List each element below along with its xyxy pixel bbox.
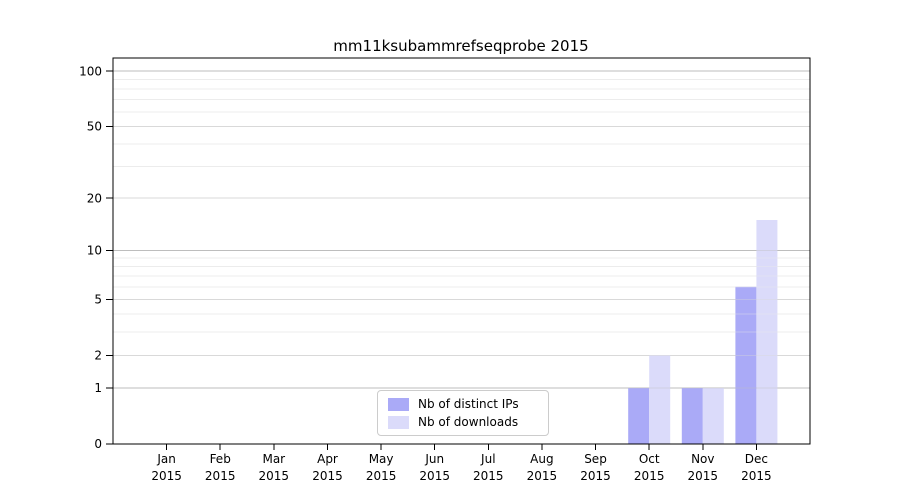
x-tick-label-month-7: Aug [530, 452, 553, 466]
x-tick-label-month-8: Sep [584, 452, 607, 466]
bar-distinct-ips-nov [681, 388, 703, 444]
x-tick-label-month-11: Dec [745, 452, 768, 466]
x-tick-label-month-1: Feb [210, 452, 231, 466]
x-tick-label-year-5: 2015 [419, 469, 450, 483]
x-tick-label-month-0: Jan [156, 452, 176, 466]
x-tick-label-month-3: Apr [317, 452, 338, 466]
bars [628, 220, 778, 444]
y-tick-label-5: 5 [94, 293, 102, 307]
y-tick-label-2: 2 [94, 349, 102, 363]
gridlines-under [113, 70, 810, 389]
x-tick-label-year-2: 2015 [259, 469, 290, 483]
legend-swatch-downloads [388, 416, 409, 429]
y-tick-label-10: 10 [87, 244, 102, 258]
bar-downloads-oct [649, 355, 671, 444]
y-tick-label-20: 20 [87, 191, 102, 205]
x-tick-label-month-4: May [369, 452, 394, 466]
legend-item-downloads: Nb of downloads [388, 414, 538, 431]
x-tick-label-month-5: Jun [424, 452, 444, 466]
x-tick-label-year-9: 2015 [634, 469, 665, 483]
legend-swatch-distinct-ips [388, 398, 409, 411]
x-tick-label-year-7: 2015 [527, 469, 558, 483]
bar-downloads-dec [756, 220, 778, 444]
legend: Nb of distinct IPs Nb of downloads [377, 390, 549, 436]
x-tick-label-year-4: 2015 [366, 469, 397, 483]
x-tick-label-year-8: 2015 [580, 469, 611, 483]
axes: 0 1 2 5 10 20 50 100 Jan 2015 Feb 2015 Mar 2015 Apr 201… [79, 57, 811, 483]
y-tick-label-100: 100 [79, 64, 102, 78]
bar-distinct-ips-oct [628, 388, 650, 444]
x-tick-label-month-10: Nov [691, 452, 714, 466]
gridlines-over [113, 70, 810, 389]
legend-label-downloads: Nb of downloads [418, 415, 519, 429]
x-tick-label-month-2: Mar [262, 452, 285, 466]
x-tick-label-month-6: Jul [480, 452, 495, 466]
x-tick-label-year-11: 2015 [741, 469, 772, 483]
x-tick-label-year-1: 2015 [205, 469, 236, 483]
bar-distinct-ips-dec [735, 286, 757, 444]
legend-label-distinct-ips: Nb of distinct IPs [418, 397, 519, 411]
chart-title: mm11ksubammrefseqprobe 2015 [333, 37, 588, 55]
y-tick-label-1: 1 [94, 381, 102, 395]
x-tick-label-year-0: 2015 [151, 469, 182, 483]
bar-downloads-nov [702, 388, 724, 444]
legend-item-distinct-ips: Nb of distinct IPs [388, 396, 538, 413]
x-tick-label-month-9: Oct [639, 452, 660, 466]
x-tick-label-year-6: 2015 [473, 469, 504, 483]
x-tick-label-year-3: 2015 [312, 469, 343, 483]
y-tick-label-50: 50 [87, 120, 102, 134]
plot-border [112, 57, 811, 445]
x-tick-label-year-10: 2015 [688, 469, 719, 483]
y-tick-label-0: 0 [94, 437, 102, 451]
